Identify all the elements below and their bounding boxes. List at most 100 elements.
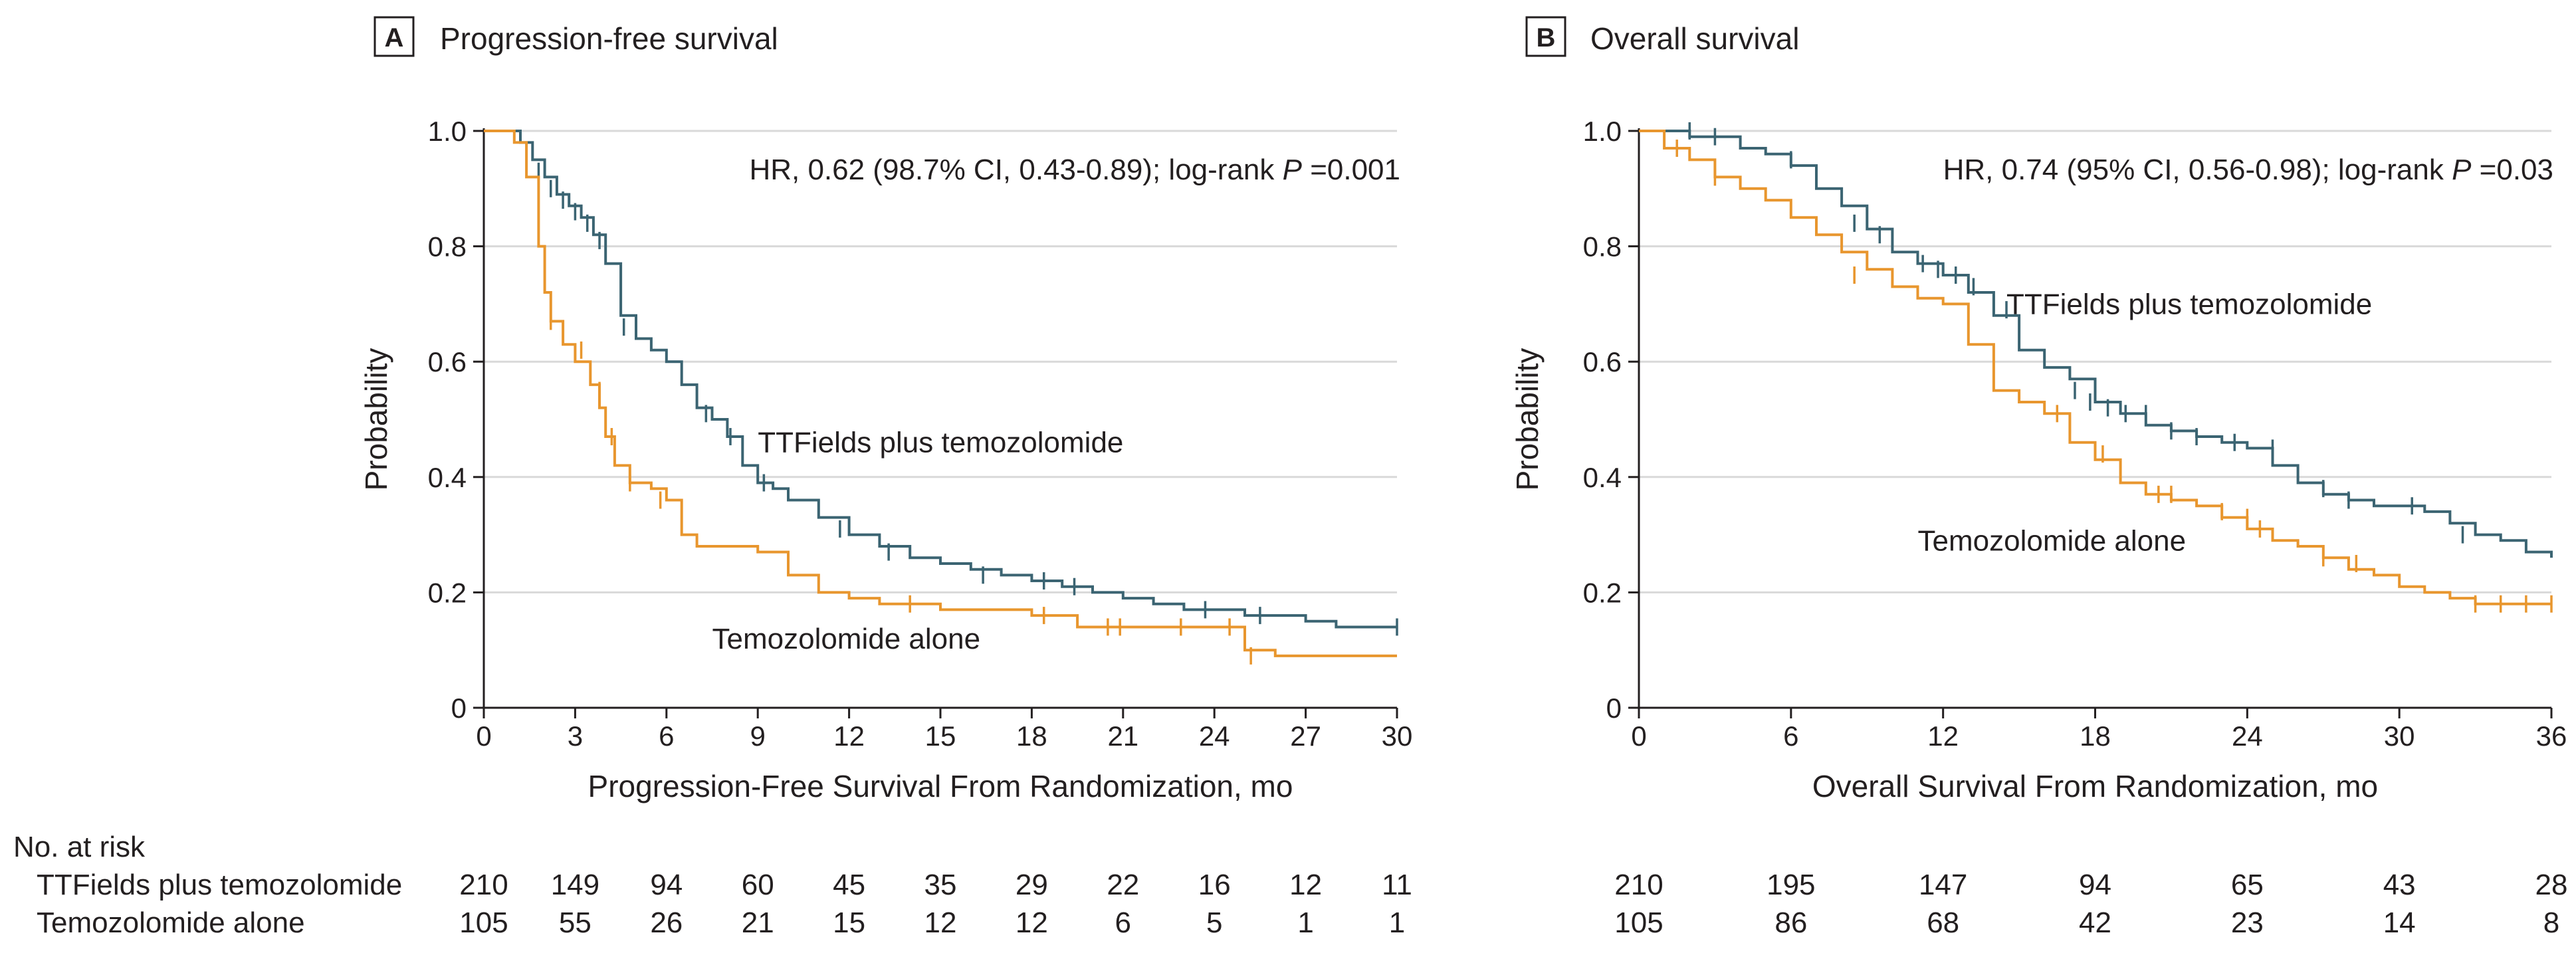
x-axis-label: Overall Survival From Randomization, mo (1812, 769, 2378, 803)
x-tick-label: 9 (750, 720, 766, 752)
survival-curve (484, 130, 1397, 657)
risk-count: 5 (1206, 906, 1222, 939)
survival-curve (1639, 130, 2553, 558)
panel-letter: A (385, 23, 404, 53)
survival-curve (484, 130, 1397, 629)
y-axis-label: Probability (359, 348, 393, 491)
risk-count: 16 (1198, 869, 1231, 901)
x-tick-label: 30 (2384, 720, 2415, 752)
risk-count: 55 (559, 906, 591, 939)
hazard-ratio-annotation: HR, 0.74 (95% CI, 0.56-0.98); log-rank P… (1943, 154, 2553, 186)
risk-count: 149 (551, 869, 599, 901)
y-tick-label: 0.8 (428, 231, 467, 263)
chart-title: Overall survival (1590, 21, 1799, 56)
risk-count: 28 (2535, 869, 2568, 901)
series-label: Temozolomide alone (1918, 524, 2187, 557)
x-tick-label: 0 (476, 720, 491, 752)
risk-count: 195 (1767, 869, 1815, 901)
x-tick-label: 21 (1107, 720, 1138, 752)
y-tick-label: 0.6 (428, 346, 467, 377)
annotation-pvalue: =0.03 (2471, 154, 2553, 186)
x-tick-label: 0 (1631, 720, 1646, 752)
risk-row-label: Temozolomide alone (37, 906, 305, 939)
y-tick-label: 0.6 (1583, 346, 1622, 377)
risk-count: 35 (924, 869, 957, 901)
y-tick-label: 0.2 (1583, 577, 1622, 608)
chart-title: Progression-free survival (440, 21, 778, 56)
panel-label-box (374, 16, 415, 57)
series-temozolomide: Temozolomide alone (1639, 130, 2553, 613)
x-tick-label: 24 (2232, 720, 2263, 752)
risk-row: TTFields plus temozolomide 210 149 94 60 45 35… (37, 869, 2567, 901)
y-tick-label: 0.4 (1583, 462, 1622, 493)
series-label: Temozolomide alone (712, 623, 981, 655)
risk-count: 210 (1614, 869, 1663, 901)
x-tick-label: 18 (1016, 720, 1047, 752)
risk-row: Temozolomide alone 105 55 26 21 15 12 12 6 5 1 1 105… (37, 906, 2559, 939)
x-tick-label: 12 (833, 720, 865, 752)
series-temozolomide: Temozolomide alone (484, 130, 1397, 665)
risk-count: 14 (2383, 906, 2416, 939)
y-tick-label: 0.4 (428, 462, 467, 493)
risk-count: 23 (2231, 906, 2264, 939)
risk-count: 105 (1614, 906, 1663, 939)
risk-count: 210 (459, 869, 508, 901)
panel-label-box (1525, 16, 1566, 57)
panel-letter: B (1537, 23, 1556, 53)
series-ttfields: TTFields plus temozolomide (1639, 122, 2553, 558)
risk-count: 45 (833, 869, 865, 901)
risk-count: 26 (650, 906, 683, 939)
x-tick-label: 30 (1382, 720, 1413, 752)
risk-count: 86 (1774, 906, 1807, 939)
x-tick-label: 3 (568, 720, 583, 752)
y-tick-label: 1.0 (1583, 116, 1622, 147)
risk-count: 94 (2079, 869, 2111, 901)
x-tick-label: 36 (2536, 720, 2567, 752)
y-tick-label: 0.8 (1583, 231, 1622, 263)
hazard-ratio-annotation: HR, 0.62 (98.7% CI, 0.43-0.89); log-rank… (749, 154, 1400, 186)
risk-count: 11 (1382, 869, 1412, 901)
x-tick-label: 27 (1290, 720, 1321, 752)
x-tick-label: 15 (925, 720, 956, 752)
risk-count: 94 (650, 869, 683, 901)
risk-count: 29 (1016, 869, 1048, 901)
risk-count: 12 (924, 906, 957, 939)
risk-count: 6 (1115, 906, 1131, 939)
y-tick-label: 0.2 (428, 577, 467, 608)
risk-count: 68 (1927, 906, 1959, 939)
risk-count: 22 (1107, 869, 1139, 901)
y-tick-label: 1.0 (428, 116, 467, 147)
annotation-p: P (1283, 154, 1303, 186)
y-tick-label: 0 (1606, 692, 1622, 724)
annotation-text: HR, 0.74 (95% CI, 0.56-0.98); log-rank (1943, 154, 2452, 186)
survival-curve (1639, 130, 2551, 605)
series-label: TTFields plus temozolomide (2006, 288, 2372, 320)
panel-a: A Progression-free survival 0 0.2 0.4 0.6 0.8 1… (359, 16, 1413, 803)
annotation-pvalue: =0.001 (1302, 154, 1400, 186)
risk-count: 65 (2231, 869, 2264, 901)
x-tick-label: 12 (1927, 720, 1959, 752)
x-axis-label: Progression-Free Survival From Randomiza… (588, 769, 1293, 803)
risk-table-header: No. at risk (13, 831, 146, 863)
panel-b: B Overall survival 0 0.2 0.4 0.6 0.8 1.0 0 6 12 18 2… (1510, 16, 2567, 803)
risk-count: 1 (1389, 906, 1405, 939)
risk-count: 42 (2079, 906, 2111, 939)
x-tick-label: 6 (1783, 720, 1798, 752)
y-axis-label: Probability (1510, 348, 1545, 491)
series-ttfields: TTFields plus temozolomide (484, 130, 1398, 636)
risk-count: 21 (742, 906, 774, 939)
risk-row-label: TTFields plus temozolomide (37, 869, 402, 901)
risk-count: 15 (833, 906, 865, 939)
x-tick-label: 18 (2080, 720, 2111, 752)
risk-count: 147 (1919, 869, 1967, 901)
series-label: TTFields plus temozolomide (758, 427, 1123, 459)
x-tick-label: 6 (659, 720, 674, 752)
risk-count: 12 (1016, 906, 1048, 939)
risk-count: 12 (1289, 869, 1322, 901)
y-tick-label: 0 (451, 692, 467, 724)
risk-count: 105 (459, 906, 508, 939)
risk-count: 8 (2543, 906, 2559, 939)
risk-count: 43 (2383, 869, 2416, 901)
x-tick-label: 24 (1199, 720, 1230, 752)
